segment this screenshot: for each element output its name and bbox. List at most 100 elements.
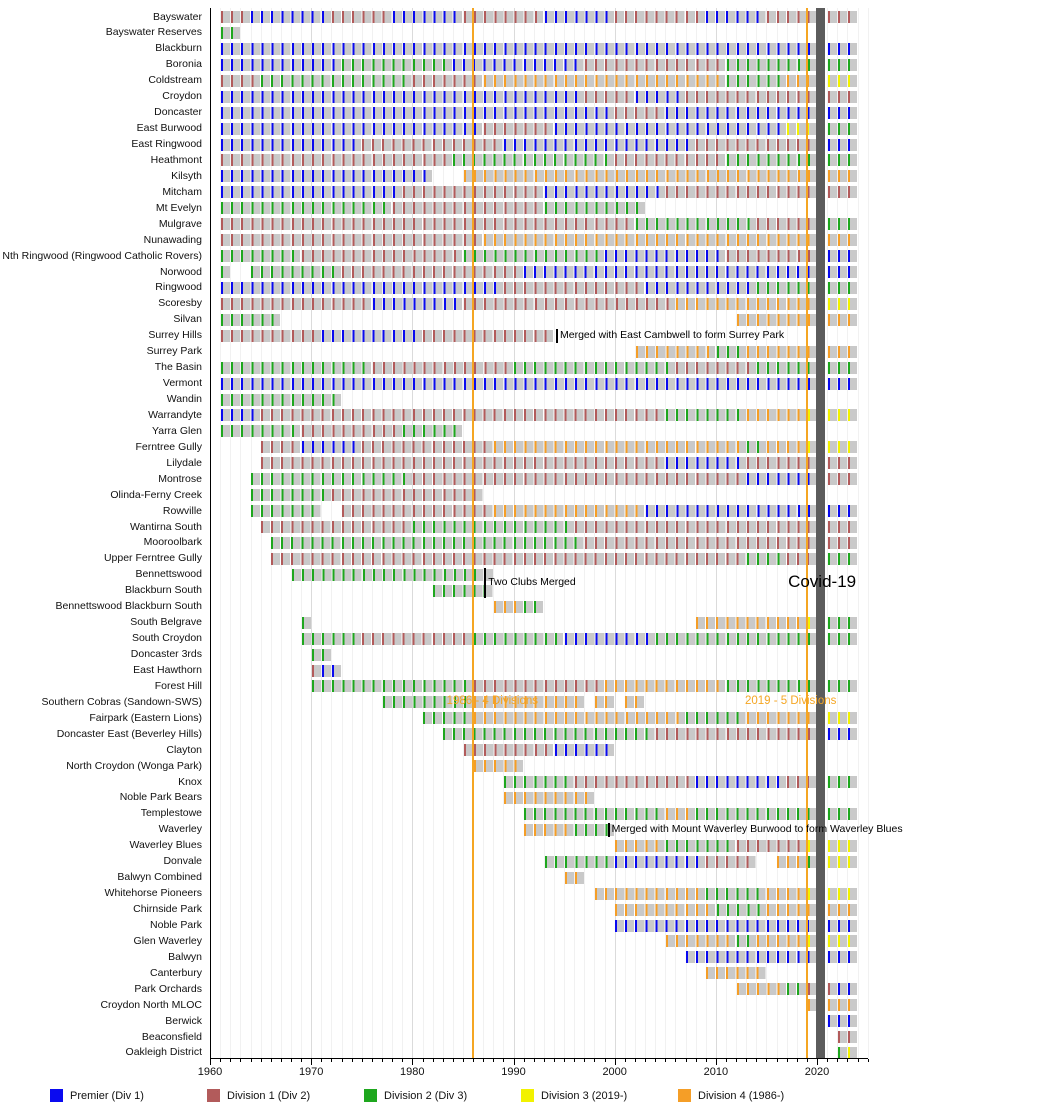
timeline-segment — [827, 234, 857, 247]
timeline-segment — [635, 345, 716, 358]
year-gridline — [624, 8, 626, 1058]
timeline-segment — [574, 823, 615, 836]
timeline-segment — [827, 58, 857, 71]
timeline-segment — [301, 616, 311, 629]
timeline-segment — [787, 552, 817, 565]
x-axis-tick — [564, 1059, 566, 1062]
club-row-label: Surrey Hills — [148, 329, 202, 342]
club-row-label: East Ringwood — [131, 138, 202, 150]
timeline-segment — [463, 297, 675, 310]
timeline-segment — [220, 74, 260, 87]
timeline-segment — [696, 138, 817, 151]
timeline-segment — [827, 106, 857, 119]
timeline-segment — [767, 11, 817, 23]
year-gridline — [574, 8, 576, 1058]
club-row-label: Surrey Park — [146, 345, 202, 358]
club-row-label: The Basin — [154, 361, 202, 374]
x-axis-tick — [311, 1059, 313, 1065]
year-gridline — [533, 8, 535, 1058]
timeline-segment — [301, 250, 463, 263]
timeline-segment — [402, 425, 463, 438]
club-row-label: Doncaster East (Beverley Hills) — [56, 727, 202, 740]
timeline-segment — [827, 313, 857, 326]
timeline-segment — [807, 935, 817, 948]
timeline-segment — [827, 616, 857, 629]
timeline-segment — [635, 90, 685, 103]
timeline-segment — [595, 696, 614, 709]
timeline-segment — [706, 855, 756, 868]
timeline-segment — [473, 712, 685, 725]
year-gridline — [321, 8, 323, 1058]
year-gridline — [361, 8, 363, 1058]
timeline-segment — [837, 1047, 847, 1059]
club-row-label: Noble Park Bears — [119, 791, 202, 804]
timeline-segment — [261, 74, 412, 87]
x-axis-tick — [473, 1059, 474, 1062]
timeline-segment — [473, 760, 523, 773]
x-axis-tick — [543, 1059, 545, 1062]
club-row-label: Chirnside Park — [133, 903, 202, 916]
timeline-segment — [412, 473, 746, 486]
x-axis-tick — [675, 1059, 677, 1062]
club-row-label: Montrose — [158, 472, 202, 485]
club-row-label: Mt Evelyn — [155, 201, 202, 214]
club-row-label: Yarra Glen — [152, 424, 202, 437]
timeline-segment — [827, 186, 857, 199]
x-axis-tick — [806, 1059, 808, 1062]
timeline-segment — [362, 632, 473, 645]
year-gridline — [422, 8, 424, 1058]
timeline-segment — [837, 983, 857, 996]
year-gridline — [796, 8, 798, 1058]
club-row-label: Berwick — [165, 1014, 202, 1027]
club-row-label: Nth Ringwood (Ringwood Catholic Rovers) — [2, 249, 202, 262]
year-gridline — [503, 8, 505, 1058]
club-row-label: Donvale — [163, 855, 202, 868]
year-gridline — [726, 8, 727, 1058]
division-change-label: 1986 - 4 Divisions — [446, 695, 538, 708]
timeline-segment — [736, 839, 807, 852]
year-gridline — [230, 8, 232, 1058]
timeline-segment — [787, 74, 817, 87]
timeline-segment — [686, 712, 746, 725]
timeline-segment — [696, 616, 807, 629]
x-axis-tick — [483, 1059, 485, 1062]
timeline-segment — [777, 855, 807, 868]
merge-annotation: Merged with East Cambwell to form Surrey… — [560, 329, 785, 342]
timeline-segment — [342, 266, 523, 278]
x-axis-tick — [857, 1059, 859, 1062]
x-axis-tick-label: 1990 — [501, 1066, 526, 1078]
division-change-line — [805, 8, 808, 1058]
timeline-segment — [827, 441, 857, 454]
merge-tick-line — [484, 567, 487, 598]
timeline-segment — [787, 983, 807, 996]
x-axis-tick — [382, 1059, 383, 1062]
merge-annotation: Two Clubs Merged — [488, 576, 576, 589]
timeline-segment — [827, 409, 857, 422]
timeline-segment — [827, 266, 857, 278]
timeline-segment — [251, 473, 412, 486]
timeline-segment — [220, 409, 260, 422]
timeline-segment — [574, 776, 695, 788]
x-axis-tick — [614, 1059, 616, 1065]
year-gridline — [594, 8, 596, 1058]
club-row-label: Bayswater Reserves — [105, 26, 202, 39]
x-axis-tick — [341, 1059, 343, 1062]
timeline-segment — [514, 361, 675, 374]
x-axis-tick — [715, 1059, 717, 1065]
x-axis-tick — [665, 1059, 667, 1062]
timeline-segment — [827, 377, 857, 390]
x-axis-tick — [402, 1059, 404, 1062]
year-gridline — [523, 8, 525, 1058]
club-row-label: East Burwood — [136, 122, 202, 135]
timeline-segment — [311, 648, 331, 661]
legend-swatch-P — [50, 1089, 63, 1102]
timeline-segment — [716, 903, 766, 916]
timeline-segment — [261, 521, 412, 533]
x-axis-tick — [847, 1059, 849, 1062]
club-row-label: Mooroolbark — [143, 536, 202, 549]
timeline-segment — [807, 441, 817, 454]
timeline-segment — [746, 457, 817, 470]
legend-swatch-G — [364, 1089, 377, 1102]
timeline-segment — [220, 106, 615, 119]
year-gridline — [554, 8, 555, 1058]
